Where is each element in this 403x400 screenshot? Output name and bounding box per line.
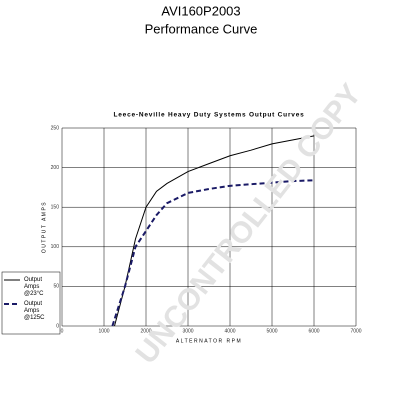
x-axis-label: ALTERNATOR RPM <box>176 338 242 344</box>
x-tick-label: 5000 <box>266 328 277 334</box>
y-tick-label: 150 <box>51 205 60 211</box>
chart-subtitle: Performance Curve <box>145 21 258 36</box>
y-axis-label: OUTPUT AMPS <box>41 201 47 253</box>
x-tick-label: 3000 <box>182 328 193 334</box>
series-line <box>114 135 315 327</box>
y-tick-label: 0 <box>56 323 59 329</box>
x-tick-label: 4000 <box>224 328 235 334</box>
legend-label: Output Amps @125C <box>24 301 45 321</box>
y-tick-label: 100 <box>51 244 60 250</box>
x-tick-label: 2000 <box>140 328 151 334</box>
plot-title: Leece-Neville Heavy Duty Systems Output … <box>113 112 304 119</box>
y-tick-label: 50 <box>53 284 59 290</box>
x-tick-label: 7000 <box>350 328 361 334</box>
series-line <box>111 179 315 327</box>
x-tick-label: 6000 <box>308 328 319 334</box>
legend-box <box>1 271 61 335</box>
y-tick-label: 200 <box>51 165 60 171</box>
x-tick-label: 0 <box>61 328 64 334</box>
x-tick-label: 1000 <box>98 328 109 334</box>
chart-title: AVI160P2003 <box>161 3 240 18</box>
y-tick-label: 250 <box>51 125 60 131</box>
legend-label: Output Amps @23°C <box>24 277 44 297</box>
watermark: UNCONTROLLED COPY <box>130 78 368 370</box>
